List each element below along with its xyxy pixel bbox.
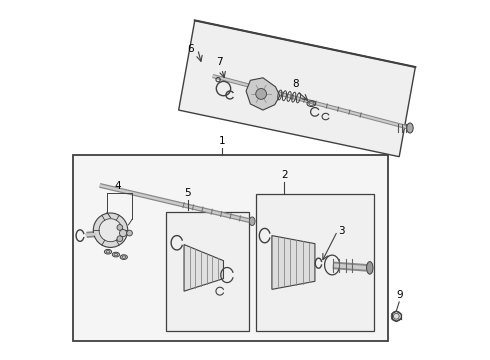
- Text: 3: 3: [338, 226, 345, 236]
- Ellipse shape: [249, 217, 255, 226]
- Circle shape: [93, 213, 128, 247]
- Polygon shape: [272, 235, 315, 289]
- Circle shape: [392, 311, 401, 321]
- Circle shape: [117, 236, 122, 242]
- Circle shape: [99, 219, 122, 242]
- Circle shape: [256, 89, 267, 99]
- Ellipse shape: [120, 255, 127, 260]
- Polygon shape: [184, 244, 223, 291]
- Ellipse shape: [112, 252, 120, 257]
- Text: 9: 9: [396, 290, 402, 300]
- Circle shape: [120, 229, 126, 237]
- Bar: [166, 212, 248, 330]
- Text: 2: 2: [281, 170, 288, 180]
- Polygon shape: [179, 21, 416, 157]
- Bar: [256, 194, 374, 330]
- Ellipse shape: [407, 123, 413, 133]
- Circle shape: [117, 225, 122, 230]
- Text: 5: 5: [184, 188, 191, 198]
- Ellipse shape: [367, 262, 373, 274]
- Text: 7: 7: [217, 57, 223, 67]
- Text: 8: 8: [292, 79, 298, 89]
- Text: 6: 6: [188, 44, 194, 54]
- Bar: [73, 155, 389, 341]
- Ellipse shape: [104, 249, 112, 254]
- Text: 4: 4: [114, 181, 121, 191]
- Polygon shape: [246, 78, 280, 110]
- Text: 1: 1: [219, 136, 225, 146]
- Circle shape: [126, 230, 132, 236]
